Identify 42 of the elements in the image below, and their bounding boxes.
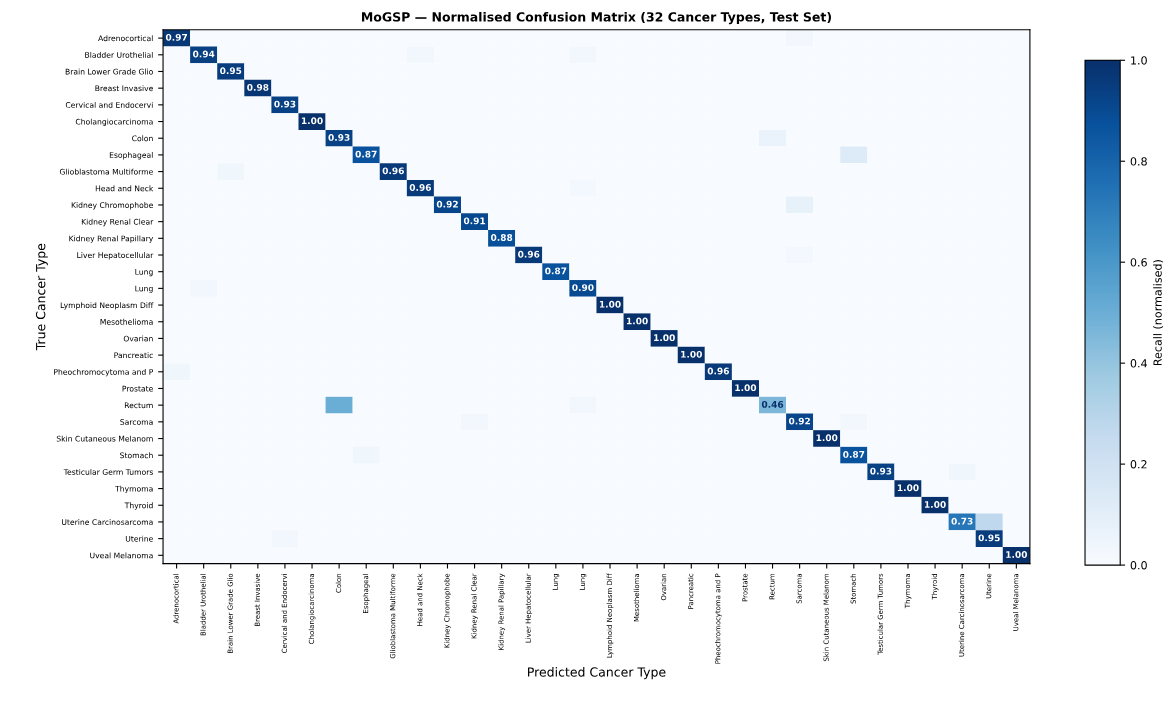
data-label: 0.87 (843, 451, 865, 458)
data-label: 0.88 (490, 234, 513, 241)
data-label: 1.00 (924, 501, 946, 508)
color-bar-label: 0.0 (1130, 561, 1147, 570)
data-label: 1.00 (301, 117, 323, 125)
data-label: 0.94 (192, 50, 215, 58)
data-label: 0.91 (463, 217, 486, 225)
data-label: 0.73 (951, 517, 973, 525)
data-label: 0.96 (707, 367, 730, 375)
data-label: 0.98 (247, 83, 269, 91)
y-axis-title: True Cancer Type (35, 243, 48, 351)
data-label: 1.00 (654, 334, 675, 342)
data-label: 0.92 (788, 417, 810, 425)
data-label: 1.00 (626, 317, 648, 325)
data-label: 0.97 (165, 33, 188, 41)
color-bar-label: 0.4 (1130, 359, 1147, 368)
data-label: 0.92 (436, 200, 458, 208)
data-label: 1.00 (735, 384, 757, 392)
data-label: 0.95 (978, 534, 1000, 542)
data-label: 1.00 (599, 300, 621, 308)
data-label: 1.00 (1006, 551, 1028, 558)
data-label: 0.93 (274, 100, 296, 108)
data-label: 0.90 (572, 284, 594, 291)
data-label: 0.96 (409, 184, 432, 191)
data-label: 0.95 (220, 67, 242, 75)
data-label: 0.93 (870, 467, 892, 475)
data-label: 0.93 (328, 134, 350, 141)
data-label: 1.00 (816, 434, 838, 442)
color-bar-label: 1.0 (1131, 56, 1147, 65)
data-label: 1.00 (681, 350, 702, 358)
data-label: 0.96 (382, 167, 404, 175)
color-bar-label: 0.2 (1130, 460, 1147, 469)
data-label: 0.96 (518, 250, 540, 258)
color-bar-label: 0.8 (1130, 157, 1147, 166)
x-axis-title: Predicted Cancer Type (528, 667, 666, 680)
chart-title: MoGSP — Normalised Confusion Matrix (32 Cancer Types, Test Set) (362, 11, 831, 25)
data-label: 0.87 (355, 150, 377, 158)
data-label: 1.00 (897, 484, 919, 492)
data-label: 0.46 (761, 400, 784, 408)
color-bar-title: Recall (normalised) (1153, 260, 1164, 366)
data-label: 0.87 (545, 267, 567, 275)
color-bar-label: 0.6 (1130, 258, 1147, 267)
